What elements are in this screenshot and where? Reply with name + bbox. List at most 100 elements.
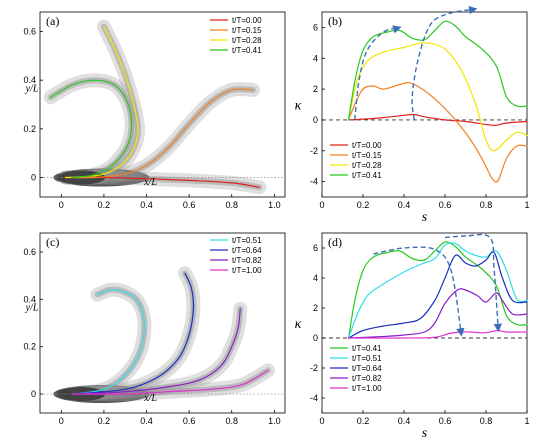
x-axis-label: x/L [143,393,157,404]
series-line [50,79,133,179]
annotation-arrow [354,25,402,120]
annotation-arrow [373,246,465,337]
series-line [65,26,139,179]
series-line [348,241,528,339]
y-tick-label: 6 [313,243,318,253]
x-axis-label: s [422,210,428,225]
legend-entry: t/T=0.28 [232,36,262,45]
x-tick-label: 0.4 [398,416,411,426]
legend-entry: t/T=0.51 [232,236,262,245]
legend-entry: t/T=1.00 [352,384,382,393]
y-tick-label: 6 [313,22,318,32]
series-line [348,42,528,152]
x-tick-label: 0 [319,416,324,426]
x-tick-label: 0.4 [140,416,153,426]
series-line [348,81,528,183]
y-tick-label: 4 [313,273,318,283]
panel-label: (a) [46,14,59,28]
legend-entry: t/T=1.00 [232,266,262,275]
series-line [348,242,528,339]
y-axis-label: κ [295,99,302,114]
y-tick-label: 4 [313,53,318,63]
y-tick-label: 0.2 [23,342,36,352]
y-tick-label: 0.4 [23,75,36,85]
legend: t/T=0.51t/T=0.64t/T=0.82t/T=1.00 [210,236,262,275]
y-axis-label: κ [295,317,302,332]
y-tick-label: -4 [310,393,318,403]
silhouette-band [65,282,152,402]
y-tick-label: -2 [310,363,318,373]
y-tick-label: 0.6 [23,26,36,36]
x-tick-label: 0 [59,416,64,426]
x-axis-label: x/L [143,177,157,188]
panel-a: 0 0.2 0.4 0.6 0.8 1.0 0 0.2 0.4 0.6 (a) x/L y/L t/T=0… [23,11,286,210]
silhouette-shading [53,266,275,404]
legend-entry: t/T=0.15 [232,26,262,35]
x-tick-label: 1 [524,416,529,426]
legend-entry: t/T=0.64 [232,246,262,255]
legend-entry: t/T=0.00 [232,16,262,25]
legend-entry: t/T=0.41 [352,171,382,180]
y-axis-label: y/L [25,84,39,95]
x-tick-label: 0.6 [439,200,452,210]
silhouette-band [43,73,139,185]
x-tick-label: 0.2 [98,416,111,426]
panel-label: (c) [46,235,59,249]
x-tick-label: 0.2 [357,416,370,426]
series-line [348,113,528,126]
y-tick-label: 0 [31,389,36,399]
y-tick-label: 0.4 [23,294,36,304]
series-line [71,289,146,395]
plot-frame [321,232,528,414]
x-tick-label: 1.0 [268,416,281,426]
x-tick-label: 0.6 [183,200,196,210]
series-line [65,88,254,179]
series-line [348,251,528,339]
series-line [71,272,195,395]
legend: t/T=0.41t/T=0.51t/T=0.64t/T=0.82t/T=1.00 [330,344,382,393]
panel-c: 0 0.2 0.4 0.6 0.8 1.0 0 0.2 0.4 0.6 (c) x/L y/L t/T=0… [23,232,286,426]
plot-frame [39,232,286,414]
series-line [348,288,528,339]
x-tick-label: 0.8 [225,416,238,426]
y-tick-label: 0 [31,173,36,183]
panel-label: (d) [328,235,342,249]
plot-frame [39,11,286,198]
legend-entry: t/T=0.41 [352,344,382,353]
x-tick-label: 1.0 [268,200,281,210]
legend-entry: t/T=0.28 [352,161,382,170]
y-tick-label: 2 [313,303,318,313]
legend-entry: t/T=0.00 [352,141,382,150]
legend: t/T=0.00t/T=0.15t/T=0.28t/T=0.41 [330,141,382,180]
legend-entry: t/T=0.15 [352,151,382,160]
legend: t/T=0.00t/T=0.15t/T=0.28t/T=0.41 [210,16,262,55]
legend-entry: t/T=0.82 [232,256,262,265]
y-axis-label: y/L [25,302,39,313]
x-tick-label: 0.2 [98,200,111,210]
x-tick-label: 0.8 [480,200,493,210]
series-line [71,308,241,395]
y-tick-label: 0 [313,333,318,343]
legend-entry: t/T=0.41 [232,46,262,55]
x-tick-label: 0.2 [357,200,370,210]
y-tick-label: 0.6 [23,247,36,257]
silhouette-band [58,82,260,185]
annotation-arrow [411,5,478,120]
x-tick-label: 0.8 [225,200,238,210]
x-tick-label: 0 [319,200,324,210]
x-tick-label: 0 [59,200,64,210]
y-tick-label: 0 [313,115,318,125]
silhouette-shading [43,19,267,195]
legend-entry: t/T=0.51 [352,354,382,363]
series-line [71,369,269,395]
x-tick-label: 0.4 [140,200,153,210]
y-tick-label: 0.2 [23,124,36,134]
y-tick-label: 2 [313,84,318,94]
annotation-arrow [444,233,503,333]
x-axis-label: s [422,426,428,439]
x-tick-label: 1 [524,200,529,210]
legend-entry: t/T=0.64 [352,364,382,373]
plot-frame [321,11,528,198]
panel-label: (b) [328,14,342,28]
